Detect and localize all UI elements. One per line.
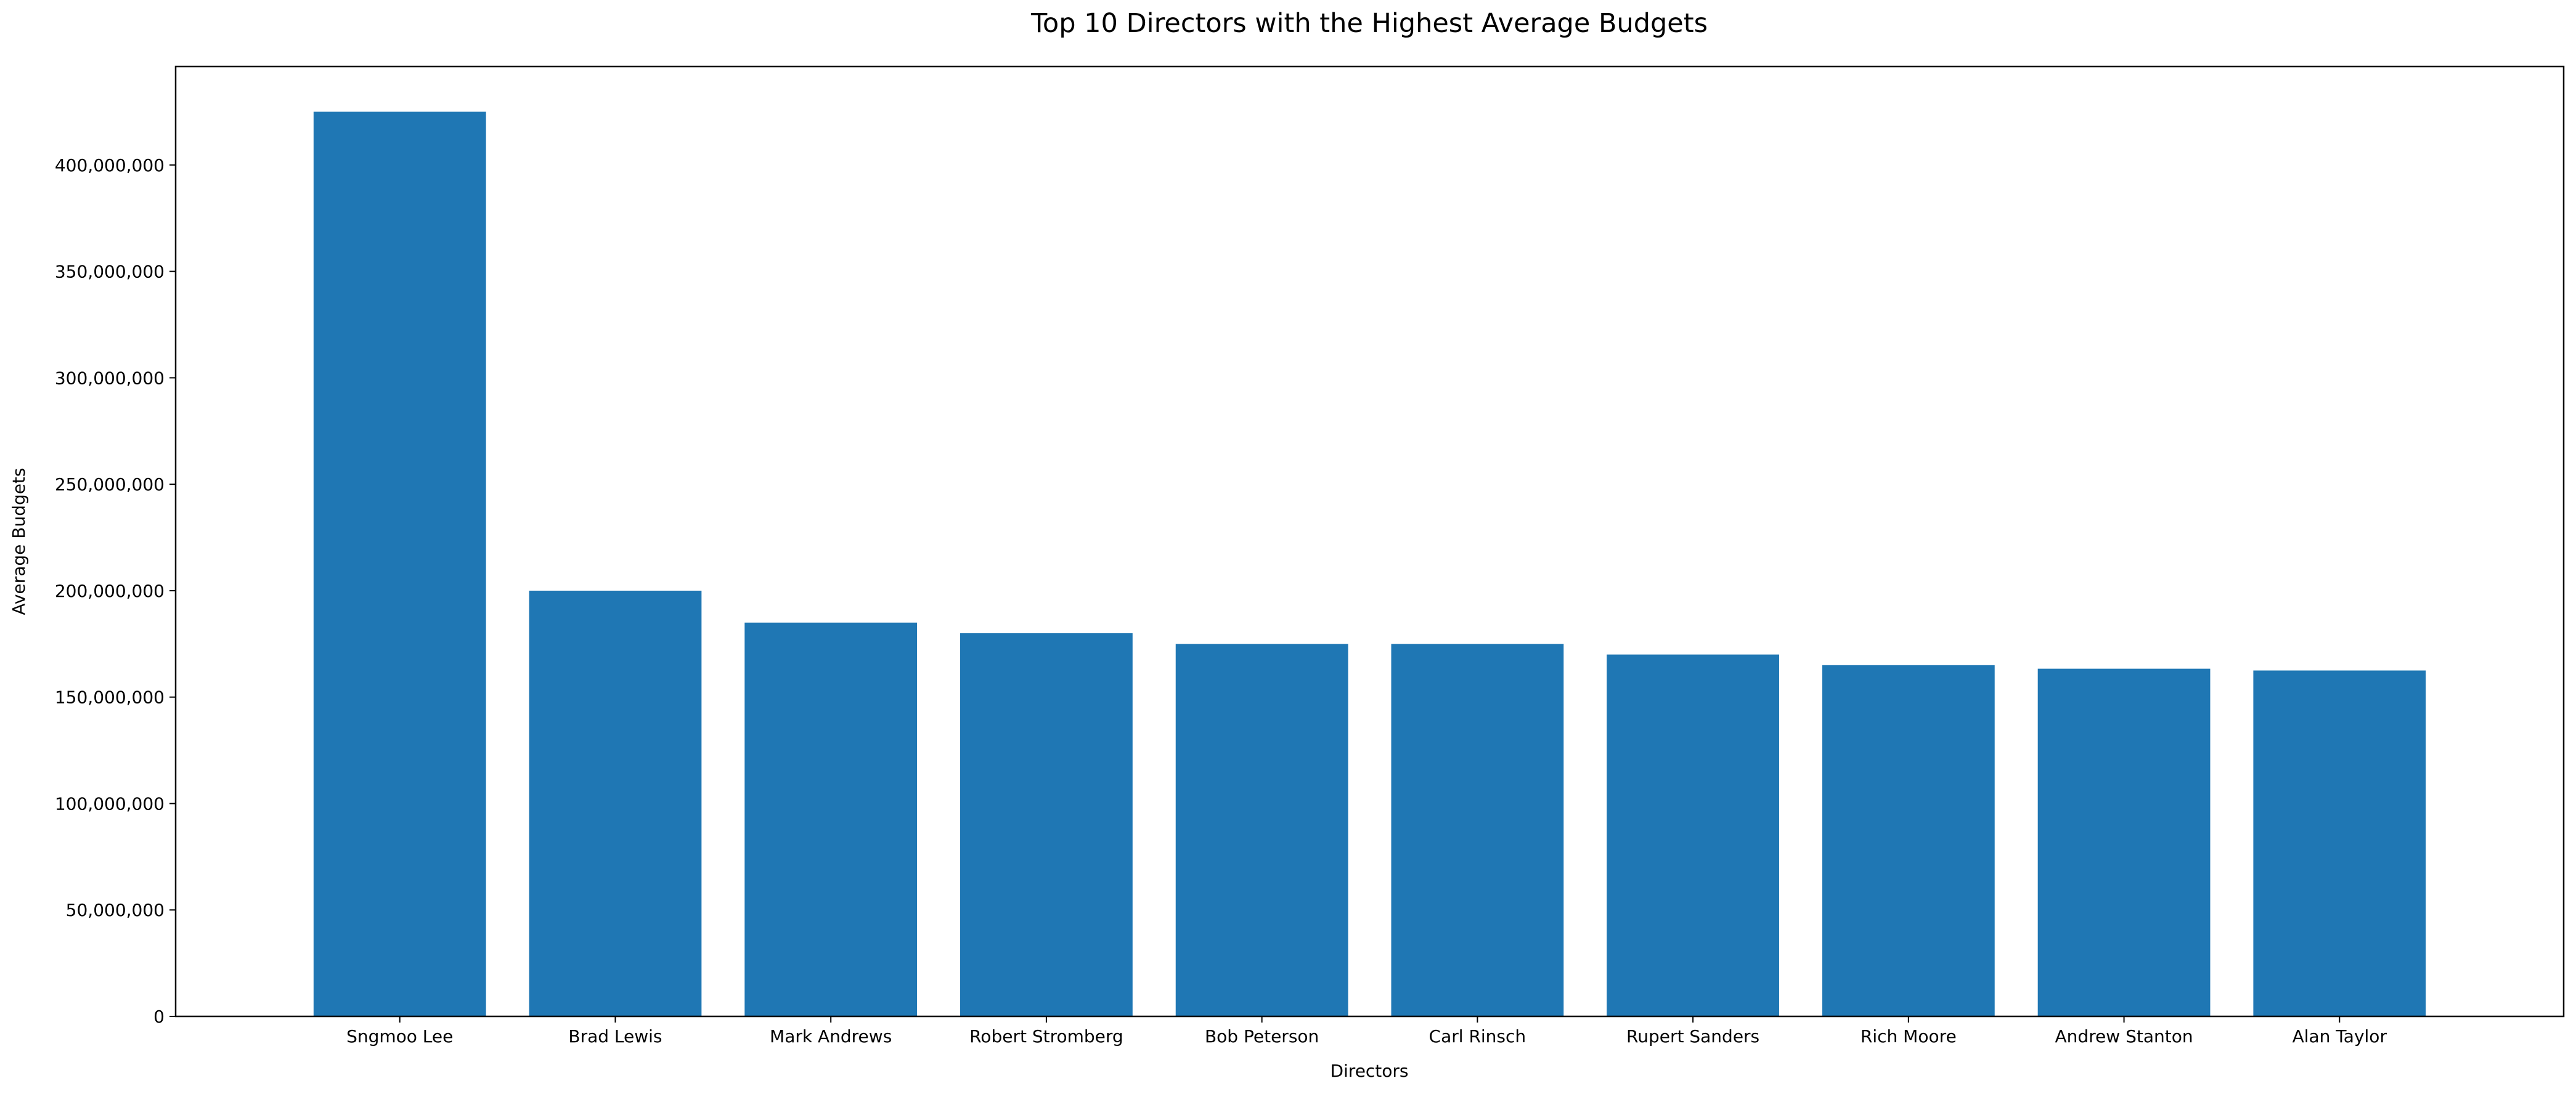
y-tick-label: 350,000,000 xyxy=(55,262,165,282)
bar xyxy=(2253,670,2426,1016)
bar xyxy=(1391,644,1564,1016)
x-tick-label: Robert Stromberg xyxy=(969,1026,1123,1047)
y-tick-label: 50,000,000 xyxy=(66,900,165,920)
x-tick-label: Bob Peterson xyxy=(1205,1026,1319,1047)
x-axis-label: Directors xyxy=(1330,1061,1408,1081)
bar xyxy=(744,622,918,1016)
bar xyxy=(2037,668,2211,1016)
x-tick-label: Andrew Stanton xyxy=(2055,1026,2193,1047)
x-tick-label: Brad Lewis xyxy=(568,1026,662,1047)
x-tick-label: Rich Moore xyxy=(1861,1026,1957,1047)
bar xyxy=(960,633,1133,1016)
x-tick-label: Mark Andrews xyxy=(770,1026,892,1047)
y-tick-label: 400,000,000 xyxy=(55,155,165,176)
bars-group xyxy=(313,111,2426,1016)
bar xyxy=(1822,665,1995,1016)
y-tick-label: 0 xyxy=(153,1007,165,1027)
x-tick-label: Sngmoo Lee xyxy=(346,1026,453,1047)
x-axis-ticks: Sngmoo Lee Brad Lewis Mark Andrews Robert S… xyxy=(346,1016,2387,1047)
y-tick-label: 200,000,000 xyxy=(55,581,165,601)
plot-frame xyxy=(174,65,2565,1018)
y-axis-label: Average Budgets xyxy=(9,468,29,615)
x-tick-label: Rupert Sanders xyxy=(1626,1026,1759,1047)
bar xyxy=(529,590,702,1016)
chart-title: Top 10 Directors with the Highest Averag… xyxy=(1030,8,1708,39)
y-axis-ticks: 0 50,000,000 100,000,000 150,000,000 200,000… xyxy=(55,155,176,1027)
bar xyxy=(313,111,486,1016)
bar xyxy=(1607,654,1779,1016)
y-tick-label: 150,000,000 xyxy=(55,687,165,708)
y-tick-label: 100,000,000 xyxy=(55,793,165,814)
x-tick-label: Carl Rinsch xyxy=(1429,1026,1526,1047)
y-tick-label: 250,000,000 xyxy=(55,474,165,495)
bar xyxy=(1175,644,1348,1016)
y-tick-label: 300,000,000 xyxy=(55,368,165,388)
x-tick-label: Alan Taylor xyxy=(2293,1026,2387,1047)
